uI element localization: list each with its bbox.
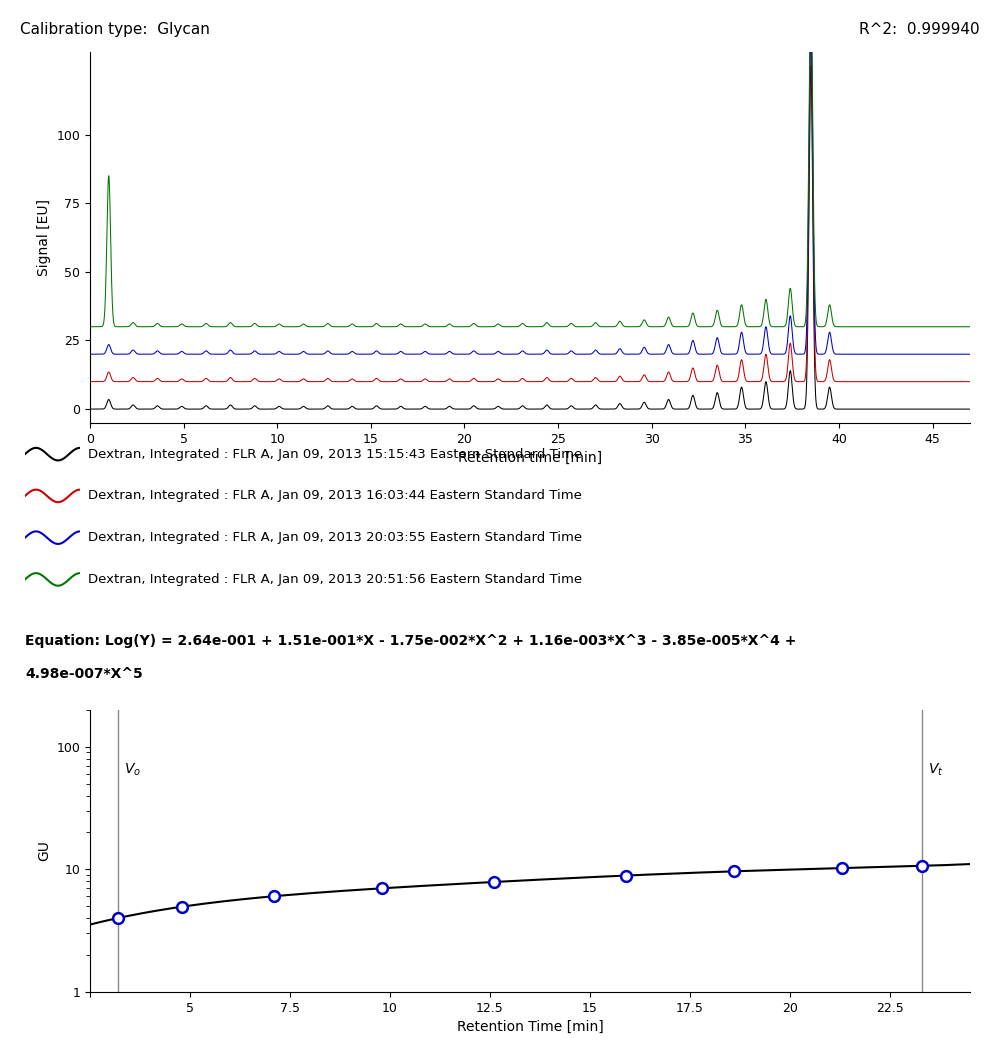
Point xyxy=(834,860,850,877)
Text: $\mathit{V}_\mathit{o}$: $\mathit{V}_\mathit{o}$ xyxy=(124,761,141,778)
Text: Dextran, Integrated : FLR A, Jan 09, 2013 16:03:44 Eastern Standard Time: Dextran, Integrated : FLR A, Jan 09, 201… xyxy=(88,490,582,502)
X-axis label: Retention Time [min]: Retention Time [min] xyxy=(457,1020,603,1034)
Point xyxy=(374,880,390,897)
Text: 4.98e-007*X^5: 4.98e-007*X^5 xyxy=(25,667,143,681)
Text: Equation: Log(Y) = 2.64e-001 + 1.51e-001*X - 1.75e-002*X^2 + 1.16e-003*X^3 - 3.8: Equation: Log(Y) = 2.64e-001 + 1.51e-001… xyxy=(25,634,796,647)
Point xyxy=(174,898,190,915)
Point xyxy=(618,868,634,884)
Point xyxy=(266,887,282,904)
Point xyxy=(726,863,742,880)
Point xyxy=(914,857,930,874)
Text: Calibration type:  Glycan: Calibration type: Glycan xyxy=(20,22,210,37)
Y-axis label: Signal [EU]: Signal [EU] xyxy=(37,199,51,276)
Y-axis label: GU: GU xyxy=(37,840,51,861)
Text: Dextran, Integrated : FLR A, Jan 09, 2013 20:51:56 Eastern Standard Time: Dextran, Integrated : FLR A, Jan 09, 201… xyxy=(88,573,582,586)
Text: R^2:  0.999940: R^2: 0.999940 xyxy=(859,22,980,37)
Text: Dextran, Integrated : FLR A, Jan 09, 2013 15:15:43 Eastern Standard Time: Dextran, Integrated : FLR A, Jan 09, 201… xyxy=(88,448,582,460)
Text: Dextran, Integrated : FLR A, Jan 09, 2013 20:03:55 Eastern Standard Time: Dextran, Integrated : FLR A, Jan 09, 201… xyxy=(88,531,582,544)
Point xyxy=(110,909,126,926)
Point xyxy=(486,874,502,891)
Text: $\mathit{V}_\mathit{t}$: $\mathit{V}_\mathit{t}$ xyxy=(928,761,944,778)
X-axis label: Retention time [min]: Retention time [min] xyxy=(458,451,602,465)
